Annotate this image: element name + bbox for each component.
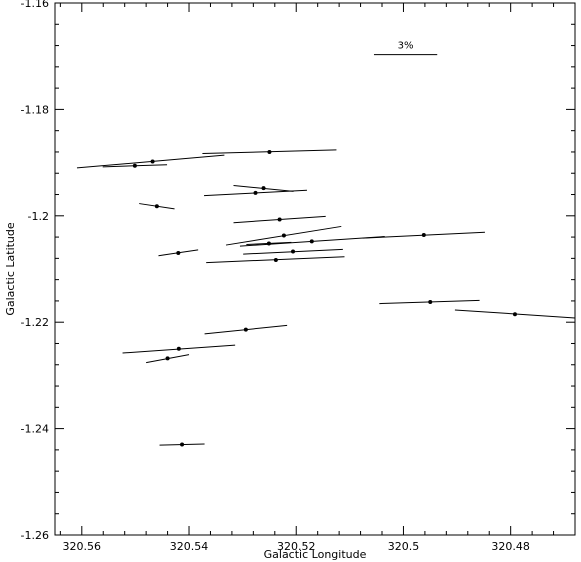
scale-bar: 3% (373, 41, 438, 56)
source-point (273, 257, 278, 262)
source-point (243, 327, 248, 332)
y-tick-label: -1.24 (21, 423, 49, 436)
y-tick-label: -1.18 (21, 103, 49, 116)
source-point (150, 159, 155, 164)
source-point (428, 299, 433, 304)
tick-marks (55, 2, 575, 536)
source-point (253, 190, 258, 195)
source-point (176, 346, 181, 351)
plot-frame (54, 2, 576, 536)
source-point (512, 312, 517, 317)
source-point (180, 442, 185, 447)
source-point (267, 149, 272, 154)
tick-labels: 320.56 320.54 320.52 320.5 320.48 -1.26 -1.24 -… (21, 0, 530, 553)
scale-bar-label: 3% (398, 41, 414, 52)
source-point (421, 232, 426, 237)
polarization-vectors (76, 149, 576, 447)
source-point (309, 239, 314, 244)
source-point (281, 233, 286, 238)
x-tick-label: 320.56 (63, 540, 102, 553)
y-tick-label: -1.22 (21, 316, 49, 329)
source-point (154, 204, 159, 209)
x-tick-label: 320.54 (170, 540, 209, 553)
x-tick-label: 320.5 (388, 540, 420, 553)
x-tick-label: 320.48 (491, 540, 530, 553)
y-tick-label: -1.2 (28, 210, 49, 223)
source-point (277, 217, 282, 222)
x-axis-label: Galactic Longitude (264, 548, 367, 561)
source-point (266, 241, 271, 246)
source-point (165, 356, 170, 361)
x-tick-label: 320.52 (277, 540, 316, 553)
y-tick-label: -1.16 (21, 0, 49, 10)
y-axis-label: Galactic Latitude (4, 222, 17, 316)
source-point (261, 186, 266, 191)
source-point (176, 251, 181, 256)
source-point (291, 249, 296, 254)
source-point (132, 163, 137, 168)
y-tick-label: -1.26 (21, 529, 49, 542)
